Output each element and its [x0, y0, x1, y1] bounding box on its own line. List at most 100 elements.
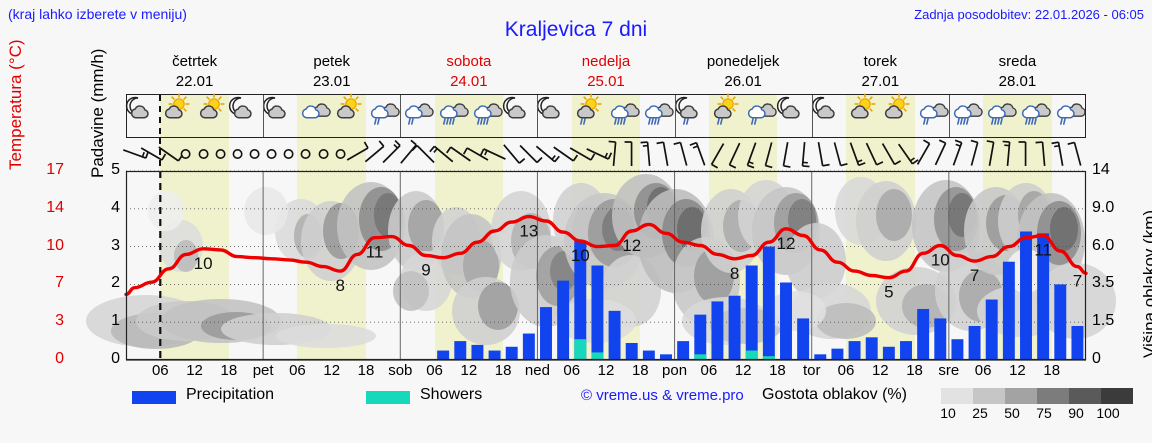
- precipitation-bar: [1054, 284, 1067, 360]
- precipitation-bar: [917, 308, 930, 360]
- wind-barb: [263, 138, 280, 171]
- wind-barb: [519, 138, 543, 171]
- cloud-density-stop-label: 25: [972, 405, 988, 421]
- time-label: 18: [631, 362, 649, 379]
- precipitation-bar: [934, 318, 947, 360]
- wind-barb: [1000, 138, 1017, 171]
- wind-barb: [777, 138, 794, 171]
- precipitation-bar: [814, 354, 827, 360]
- wind-barb: [949, 138, 966, 171]
- precipitation-tick: 4: [111, 198, 120, 216]
- precipitation-tick: 0: [111, 350, 120, 367]
- cloud-density-swatch-100: [1101, 388, 1133, 404]
- wind-barb: [346, 138, 369, 171]
- weather-icon-cloudy-rain-heavy: [470, 95, 504, 138]
- precipitation-bar: [591, 265, 604, 360]
- temperature-tick: 17: [46, 161, 64, 178]
- day-separator: [537, 95, 539, 138]
- wind-barb: [673, 138, 692, 171]
- wind-barb: [829, 138, 848, 171]
- credit-link[interactable]: © vreme.us & vreme.pro: [581, 387, 744, 404]
- weather-icon-cloudy-rain-heavy: [641, 95, 675, 138]
- wind-barb: [569, 138, 595, 171]
- wind-barb: [445, 138, 471, 171]
- precipitation-bar: [471, 344, 484, 360]
- time-label: 18: [220, 362, 238, 379]
- cloud-density-blob: [1050, 207, 1078, 251]
- temperature-tick: 14: [46, 198, 64, 216]
- day-header-row: četrtek 22.01 petek 23.01 sobota 24.01 nedelja…: [126, 52, 1086, 95]
- cloud-density-blob: [148, 191, 184, 231]
- cloud-density-colorbar: [941, 388, 1133, 404]
- weather-icon-cloudy-rain-heavy: [1018, 95, 1052, 138]
- time-label: 12: [323, 362, 341, 379]
- weather-icon-sun-cloudy: [161, 93, 195, 138]
- temperature-point-label: 7: [970, 266, 979, 285]
- wind-barb: [428, 138, 453, 171]
- day-date: 23.01: [312, 73, 351, 90]
- wind-barb: [726, 138, 743, 171]
- wind-barb: [364, 138, 385, 171]
- time-label: 18: [769, 362, 786, 379]
- wind-barb: [656, 138, 674, 171]
- cloud-density-swatch-25: [973, 388, 1005, 404]
- day-name: sobota: [446, 53, 492, 70]
- cloud-density-blob: [393, 271, 429, 311]
- weather-icon-night-cloudy: [228, 95, 264, 138]
- precipitation-axis-title: Padavine (mm/h): [88, 48, 107, 178]
- weather-icon-sun-cloudy: [881, 93, 915, 138]
- time-label: sob: [388, 362, 413, 379]
- day-name: ponedeljek: [706, 53, 780, 70]
- time-label: 18: [494, 362, 512, 379]
- time-label: 06: [426, 362, 443, 379]
- precipitation-bar: [1020, 231, 1032, 360]
- wind-barb: [1051, 138, 1069, 171]
- wind-barb-row: [123, 138, 1086, 171]
- chart-legend: Precipitation Showers © vreme.us & vreme…: [126, 386, 1146, 426]
- weather-icon-cloudy-rain-heavy: [436, 95, 470, 138]
- cloud-height-tick: 3.5: [1092, 274, 1115, 292]
- precipitation-bar: [677, 341, 690, 360]
- last-update-note: Zadnja posodobitev: 22.01.2026 - 06:05: [914, 7, 1144, 22]
- precipitation-bar: [745, 265, 758, 360]
- temperature-point-label: 11: [1034, 240, 1052, 259]
- wind-barb: [552, 138, 578, 171]
- precipitation-bars: [437, 231, 1084, 360]
- precipitation-bar: [882, 346, 895, 360]
- wind-barb: [1067, 138, 1086, 171]
- day-separator: [400, 95, 402, 138]
- day-header-2: petek 23.01: [271, 52, 392, 95]
- precipitation-bar: [642, 350, 655, 360]
- time-label: 12: [460, 362, 478, 379]
- wind-barb: [315, 138, 332, 171]
- precipitation-bar: [951, 339, 964, 360]
- wind-barb: [897, 138, 920, 171]
- cloud-height-tick: 0: [1092, 350, 1101, 367]
- showers-legend-swatch: [366, 391, 410, 404]
- wind-barb: [795, 138, 812, 171]
- weather-icon-night-cloudy: [125, 95, 161, 138]
- temperature-point-label: 8: [730, 264, 739, 283]
- precipitation-bar: [831, 348, 844, 360]
- time-label: pet: [252, 362, 274, 379]
- day-header-5: ponedeljek 26.01: [683, 52, 804, 95]
- day-name: nedelja: [581, 53, 631, 70]
- precipitation-bar: [1002, 261, 1015, 360]
- weather-icon-cloudy: [298, 95, 332, 138]
- precipitation-bar: [540, 307, 552, 360]
- day-date: 25.01: [587, 73, 625, 90]
- precipitation-bar: [574, 240, 587, 360]
- wind-barb: [140, 138, 167, 171]
- showers-bar: [694, 354, 707, 360]
- cloud-density-blob: [816, 303, 876, 339]
- precipitation-tick: 2: [111, 274, 120, 292]
- weather-icon-cloudy-rain-heavy: [607, 95, 641, 138]
- wind-barb: [606, 138, 623, 171]
- precipitation-bar: [608, 310, 621, 360]
- cloud-density-swatch-50: [1005, 388, 1037, 404]
- weather-icon-night-rain: [674, 95, 710, 138]
- cloud-density-blob: [786, 223, 846, 299]
- temperature-axis-title: Temperatura (°C): [6, 39, 25, 170]
- time-label: 06: [837, 362, 855, 379]
- wind-barb: [400, 138, 418, 171]
